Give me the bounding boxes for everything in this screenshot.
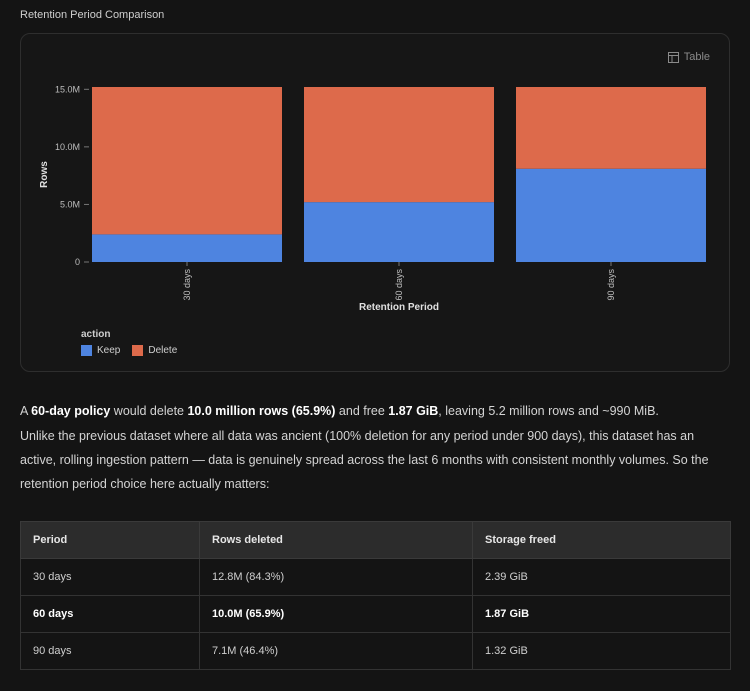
cell-rows-deleted: 12.8M (84.3%) xyxy=(199,558,473,596)
chart-card: Table 0 5.0M 10.0M 15.0M Rows 30 days 60 days 9… xyxy=(20,33,730,372)
table-toggle-button[interactable]: Table xyxy=(667,51,710,63)
legend-swatch-keep xyxy=(81,345,92,356)
bar-keep-30-days xyxy=(92,234,282,262)
y-tick-label: 0 xyxy=(75,257,80,267)
cell-period: 60 days xyxy=(20,595,200,633)
x-tick-label: 30 days xyxy=(182,269,192,301)
bar-delete-30-days xyxy=(92,87,282,235)
stacked-bar-chart: 0 5.0M 10.0M 15.0M Rows 30 days 60 days 90 days… xyxy=(39,84,706,313)
cell-storage-freed: 2.39 GiB xyxy=(472,558,731,596)
cell-rows-deleted: 7.1M (46.4%) xyxy=(199,632,473,670)
y-tick-label: 15.0M xyxy=(55,84,80,94)
legend-title: action xyxy=(81,329,111,340)
explanation-paragraph: Unlike the previous dataset where all da… xyxy=(20,429,709,491)
x-axis-label: Retention Period xyxy=(359,302,439,313)
legend: action Keep Delete xyxy=(81,329,177,356)
bar-keep-60-days xyxy=(304,202,494,262)
legend-label-delete: Delete xyxy=(148,345,178,356)
summary-paragraph: A 60-day policy would delete 10.0 millio… xyxy=(20,399,730,423)
y-tick-label: 10.0M xyxy=(55,142,80,152)
summary-rows-deleted: 10.0 million rows (65.9%) xyxy=(187,404,336,418)
bar-keep-90-days xyxy=(516,168,706,262)
table-header-row: Period Rows deleted Storage freed xyxy=(20,521,731,559)
x-tick-label: 60 days xyxy=(394,269,404,301)
y-axis-label: Rows xyxy=(39,161,50,188)
x-tick-label: 90 days xyxy=(606,269,616,301)
bar-delete-60-days xyxy=(304,87,494,203)
cell-storage-freed: 1.32 GiB xyxy=(472,632,731,670)
cell-rows-deleted: 10.0M (65.9%) xyxy=(199,595,473,633)
table-toggle-label: Table xyxy=(683,51,710,63)
summary-mid1: would delete xyxy=(110,404,188,418)
summary-prefix: A xyxy=(20,404,32,418)
legend-item-keep[interactable]: Keep xyxy=(81,345,120,356)
table-row: 90 days 7.1M (46.4%) 1.32 GiB xyxy=(20,632,731,670)
summary-policy: 60-day policy xyxy=(31,404,111,418)
table-icon xyxy=(667,51,679,63)
summary-freed: 1.87 GiB xyxy=(388,404,439,418)
header-storage-freed: Storage freed xyxy=(472,521,731,559)
table-row: 30 days 12.8M (84.3%) 2.39 GiB xyxy=(20,558,731,596)
cell-period: 30 days xyxy=(20,558,200,596)
legend-swatch-delete xyxy=(132,345,144,356)
header-rows-deleted: Rows deleted xyxy=(199,521,473,559)
legend-item-delete[interactable]: Delete xyxy=(132,345,177,356)
section-title: Retention Period Comparison xyxy=(20,9,165,21)
bar-delete-90-days xyxy=(516,87,706,169)
summary-suffix: , leaving 5.2 million rows and ~990 MiB. xyxy=(438,404,659,418)
y-tick-label: 5.0M xyxy=(60,199,80,209)
cell-storage-freed: 1.87 GiB xyxy=(472,595,731,633)
retention-table: Period Rows deleted Storage freed 30 day… xyxy=(20,521,731,670)
summary-mid2: and free xyxy=(335,404,389,418)
cell-period: 90 days xyxy=(20,632,200,670)
legend-label-keep: Keep xyxy=(97,345,121,356)
table-row: 60 days 10.0M (65.9%) 1.87 GiB xyxy=(20,595,731,633)
header-period: Period xyxy=(20,521,200,559)
